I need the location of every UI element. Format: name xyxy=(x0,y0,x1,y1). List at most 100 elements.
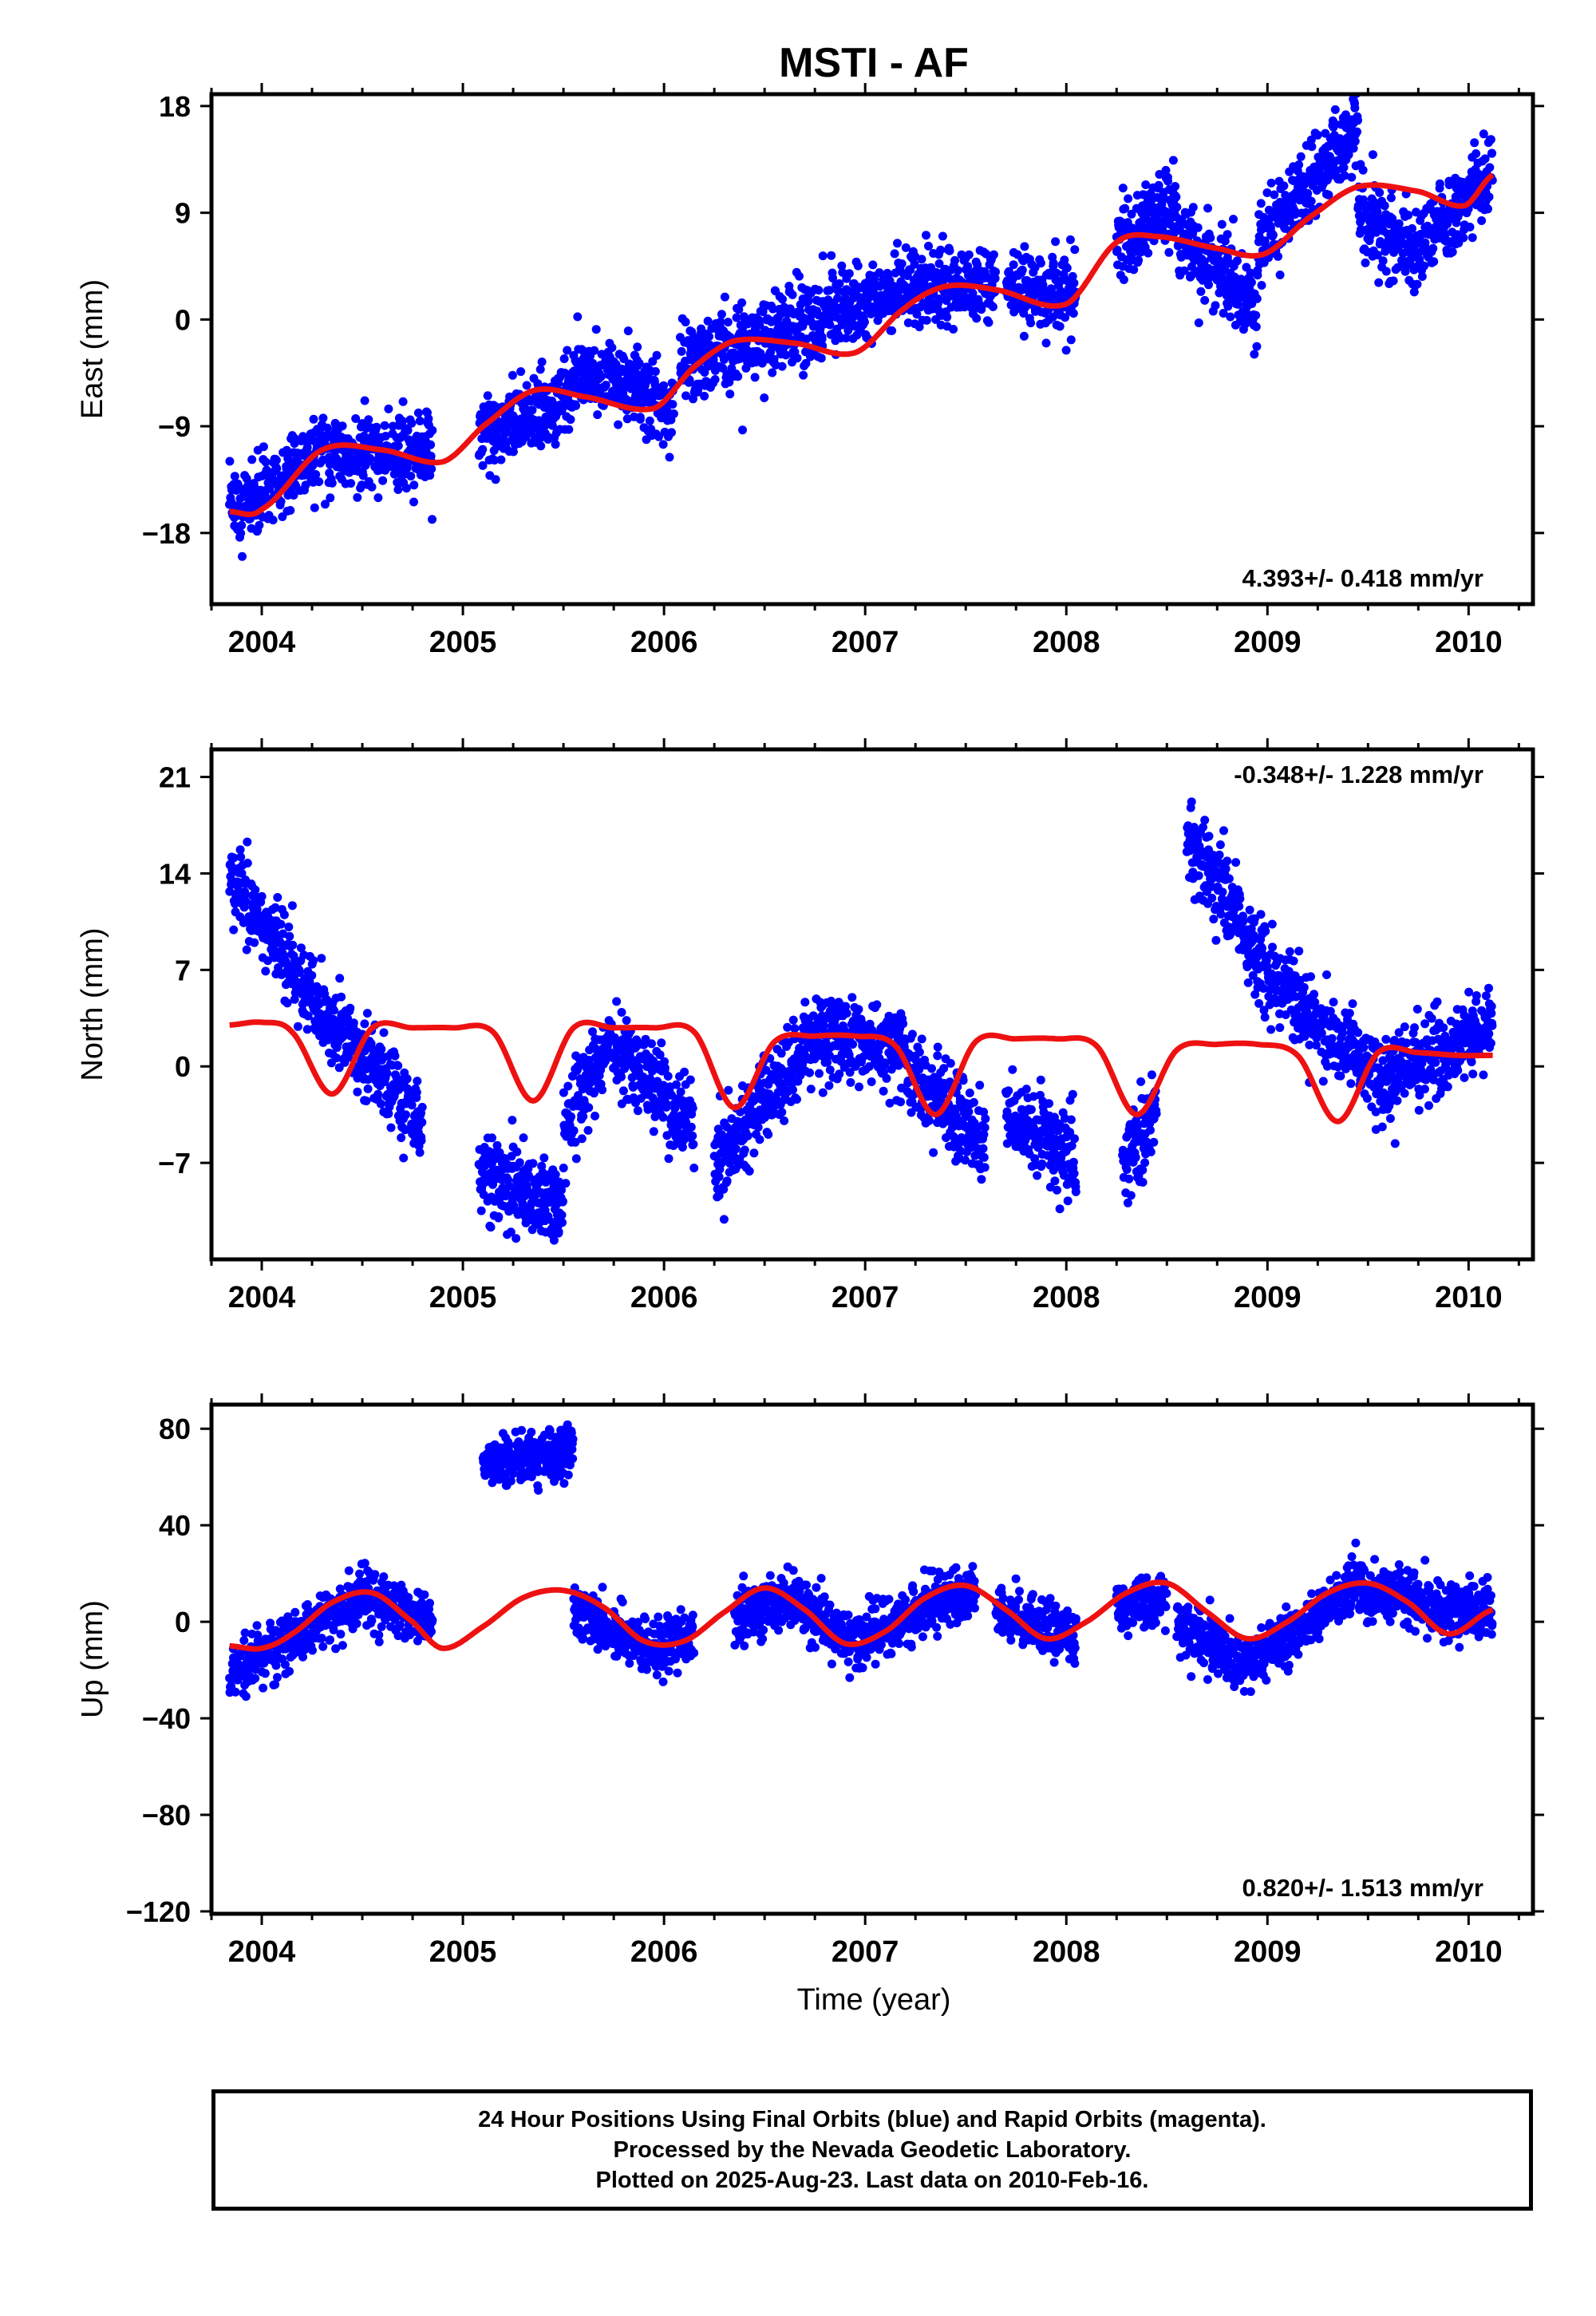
east-point xyxy=(814,310,824,320)
north-point xyxy=(1122,1164,1132,1174)
north-point xyxy=(649,1127,658,1136)
east-point xyxy=(1262,188,1272,197)
east-point xyxy=(716,317,725,326)
east-point xyxy=(424,414,433,424)
east-point xyxy=(1252,342,1262,351)
north-point xyxy=(519,1202,528,1211)
east-point xyxy=(426,440,436,449)
east-point xyxy=(1378,256,1388,266)
east-point xyxy=(990,274,1000,283)
east-point xyxy=(1465,223,1475,231)
east-point xyxy=(607,343,617,353)
east-point xyxy=(972,314,982,323)
east-point xyxy=(1036,259,1045,268)
north-point xyxy=(335,974,345,983)
east-point xyxy=(327,478,337,488)
north-point xyxy=(366,1039,376,1049)
north-point xyxy=(279,910,289,919)
east-point xyxy=(402,460,412,470)
north-point xyxy=(557,1211,567,1219)
east-point xyxy=(760,393,769,402)
north-point xyxy=(1069,1168,1079,1178)
north-point xyxy=(676,1087,685,1097)
north-point xyxy=(250,938,259,947)
north-point xyxy=(263,956,273,966)
east-point xyxy=(1246,278,1256,287)
north-point xyxy=(492,1140,502,1150)
north-point xyxy=(854,1005,863,1014)
east-xtick-label: 2007 xyxy=(832,626,899,659)
east-point xyxy=(1347,172,1357,182)
north-point xyxy=(824,1081,834,1090)
east-point xyxy=(601,381,610,389)
east-point xyxy=(827,251,836,260)
north-point xyxy=(401,1110,410,1120)
north-point xyxy=(559,1088,568,1097)
north-point xyxy=(236,852,246,862)
east-point xyxy=(1380,201,1389,211)
east-point xyxy=(478,445,488,454)
north-point xyxy=(929,1148,938,1157)
east-point xyxy=(1217,219,1227,229)
north-point xyxy=(397,1133,406,1143)
east-point xyxy=(573,312,583,322)
east-point xyxy=(1256,199,1266,208)
north-point xyxy=(273,893,282,902)
north-point xyxy=(660,1057,669,1066)
east-point xyxy=(1155,170,1164,179)
north-point xyxy=(296,943,306,953)
north-point xyxy=(1055,1204,1065,1214)
north-point xyxy=(1071,1187,1080,1196)
east-point xyxy=(1389,276,1398,286)
east-point xyxy=(1353,116,1362,125)
east-point xyxy=(1365,231,1375,241)
north-point xyxy=(515,1158,524,1168)
east-point xyxy=(804,297,813,306)
north-point xyxy=(658,1081,668,1090)
north-point xyxy=(229,853,239,863)
east-point xyxy=(964,250,974,259)
east-point xyxy=(814,286,824,295)
north-point xyxy=(519,1133,528,1143)
east-point xyxy=(844,269,854,279)
east-point xyxy=(825,320,835,330)
east-point xyxy=(1065,235,1075,244)
north-point xyxy=(792,1095,801,1104)
east-point xyxy=(1483,204,1492,214)
east-point xyxy=(942,312,952,322)
east-point xyxy=(491,475,500,484)
north-point xyxy=(1053,1185,1061,1195)
east-point xyxy=(1171,192,1181,202)
north-point xyxy=(512,1147,522,1156)
north-point xyxy=(806,1085,816,1094)
east-point xyxy=(508,370,517,380)
north-point xyxy=(867,1077,876,1086)
east-point xyxy=(1438,206,1448,215)
north-point xyxy=(284,923,294,931)
east-point xyxy=(924,241,933,251)
east-point xyxy=(1350,103,1360,113)
north-point xyxy=(579,1112,588,1121)
east-point xyxy=(734,305,744,314)
east-point xyxy=(1068,271,1077,281)
north-point xyxy=(740,1145,749,1155)
east-point xyxy=(346,479,356,488)
east-point xyxy=(777,362,787,371)
north-point xyxy=(554,1227,563,1236)
north-point xyxy=(346,1003,355,1013)
east-point xyxy=(645,416,654,425)
east-point xyxy=(635,414,645,424)
east-point xyxy=(725,389,735,399)
north-point xyxy=(764,1130,773,1139)
north-point xyxy=(618,1086,628,1096)
east-point xyxy=(397,417,407,426)
north-point xyxy=(685,1075,695,1085)
north-point xyxy=(755,1135,764,1144)
east-point xyxy=(631,391,641,401)
north-point xyxy=(641,1034,650,1044)
east-point xyxy=(659,381,669,390)
north-point xyxy=(848,1040,858,1049)
east-xtick-label: 2010 xyxy=(1435,626,1503,659)
east-point xyxy=(381,432,390,441)
